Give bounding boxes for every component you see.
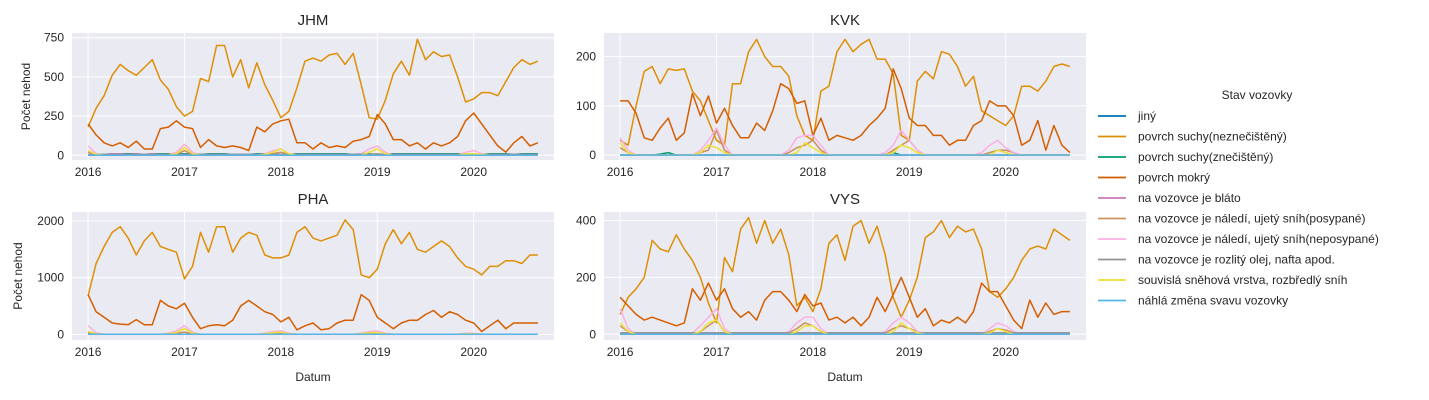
panel-title: KVK — [830, 12, 860, 29]
panel-title: VYS — [830, 191, 860, 208]
panel-title: JHM — [298, 12, 329, 29]
x-tick-label: 2017 — [171, 345, 198, 359]
x-tick-label: 2016 — [607, 165, 634, 179]
y-tick-label: 250 — [44, 109, 64, 123]
y-tick-label: 1000 — [37, 271, 64, 285]
legend-label: na vozovce je náledí, ujetý sníh(neposyp… — [1138, 232, 1379, 246]
y-tick-label: 500 — [44, 70, 64, 84]
series-line-povrch-mokr — [87, 112, 539, 153]
legend-item: jiný — [1098, 109, 1156, 123]
x-tick-label: 2018 — [800, 345, 827, 359]
x-tick-label: 2017 — [703, 345, 730, 359]
y-tick-label: 0 — [589, 148, 596, 162]
legend-item: náhlá změna svavu vozovky — [1098, 294, 1288, 308]
x-axis-label: Datum — [295, 370, 330, 384]
legend-item: na vozovce je náledí, ujetý sníh(posypan… — [1098, 212, 1365, 226]
legend-label: povrch mokrý — [1138, 171, 1210, 185]
legend-item: povrch mokrý — [1098, 171, 1210, 185]
y-axis-label: Počet nehod — [19, 63, 33, 130]
x-tick-label: 2020 — [460, 165, 487, 179]
legend-item: povrch suchy(neznečištěný) — [1098, 130, 1287, 144]
x-tick-label: 2020 — [992, 345, 1019, 359]
x-tick-label: 2019 — [364, 345, 391, 359]
x-tick-label: 2020 — [992, 165, 1019, 179]
y-tick-label: 0 — [589, 327, 596, 341]
y-tick-label: 200 — [576, 50, 596, 64]
legend-item: souvislá sněhová vrstva, rozbředlý sníh — [1098, 273, 1347, 287]
legend-item: na vozovce je bláto — [1098, 191, 1241, 205]
x-tick-label: 2016 — [607, 345, 634, 359]
series-group — [87, 219, 538, 336]
x-tick-label: 2017 — [171, 165, 198, 179]
legend-items: jiný povrch suchy(neznečištěný) povrch suc… — [1098, 109, 1379, 308]
legend-label: na vozovce je rozlitý olej, nafta apod. — [1138, 253, 1335, 267]
x-axis-label: Datum — [827, 370, 862, 384]
legend-item: povrch suchy(znečištěný) — [1098, 150, 1273, 164]
panel-pha: PHA 2016 2017 2018 2019 2020 0 1000 2000 Počet ne… — [11, 191, 554, 384]
y-tick-label: 200 — [576, 270, 596, 284]
legend-label: povrch suchy(znečištěný) — [1138, 150, 1273, 164]
x-tick-label: 2017 — [703, 165, 730, 179]
series-line-povrch-suchy-nezne-i-t-n — [619, 38, 1071, 146]
legend-label: souvislá sněhová vrstva, rozbředlý sníh — [1138, 273, 1347, 287]
x-tick-label: 2020 — [460, 345, 487, 359]
legend-label: na vozovce je bláto — [1138, 191, 1241, 205]
legend-label: jiný — [1137, 109, 1156, 123]
legend-item: na vozovce je rozlitý olej, nafta apod. — [1098, 253, 1335, 267]
y-tick-label: 400 — [576, 214, 596, 228]
x-tick-label: 2018 — [800, 165, 827, 179]
y-tick-label: 0 — [57, 327, 64, 341]
series-line-povrch-suchy-nezne-i-t-n — [87, 219, 538, 296]
legend-label: náhlá změna svavu vozovky — [1138, 294, 1288, 308]
y-tick-label: 2000 — [37, 214, 64, 228]
panel-vys: VYS 2016 2017 2018 2019 2020 0 200 400 Datum — [576, 191, 1086, 384]
x-tick-label: 2019 — [364, 165, 391, 179]
x-tick-label: 2016 — [75, 345, 102, 359]
series-line-povrch-mokr — [620, 68, 1071, 154]
x-tick-label: 2019 — [896, 345, 923, 359]
series-line-povrch-mokr — [87, 293, 538, 333]
y-axis-label: Počet nehod — [11, 242, 25, 309]
panel-kvk: KVK 2016 2017 2018 2019 2020 0 100 200 — [576, 12, 1086, 179]
x-tick-label: 2018 — [268, 345, 295, 359]
series-line-povrch-mokr — [619, 276, 1070, 330]
legend-label: na vozovce je náledí, ujetý sníh(posypan… — [1138, 212, 1365, 226]
x-tick-label: 2019 — [896, 165, 923, 179]
y-tick-label: 750 — [44, 31, 64, 45]
series-line-povrch-suchy-nezne-i-t-n — [619, 216, 1071, 324]
legend-item: na vozovce je náledí, ujetý sníh(neposyp… — [1098, 232, 1379, 246]
y-tick-label: 0 — [57, 148, 64, 162]
y-tick-label: 100 — [576, 99, 596, 113]
series-group — [619, 38, 1071, 156]
legend-title: Stav vozovky — [1222, 88, 1293, 102]
panel-title: PHA — [298, 191, 329, 208]
plot-area — [72, 212, 554, 340]
series-line-povrch-suchy-nezne-i-t-n — [87, 38, 539, 128]
x-tick-label: 2016 — [75, 165, 102, 179]
series-group — [87, 38, 539, 157]
legend-label: povrch suchy(neznečištěný) — [1138, 130, 1287, 144]
panels: JHM 2016 2017 2018 2019 2020 0 250 500 750 Počet n… — [11, 12, 1086, 384]
series-group — [619, 216, 1071, 336]
plot-area — [72, 33, 554, 160]
panel-jhm: JHM 2016 2017 2018 2019 2020 0 250 500 750 Počet n… — [19, 12, 554, 179]
legend: Stav vozovky jiný povrch suchy(neznečiště… — [1098, 88, 1379, 308]
x-tick-label: 2018 — [268, 165, 295, 179]
